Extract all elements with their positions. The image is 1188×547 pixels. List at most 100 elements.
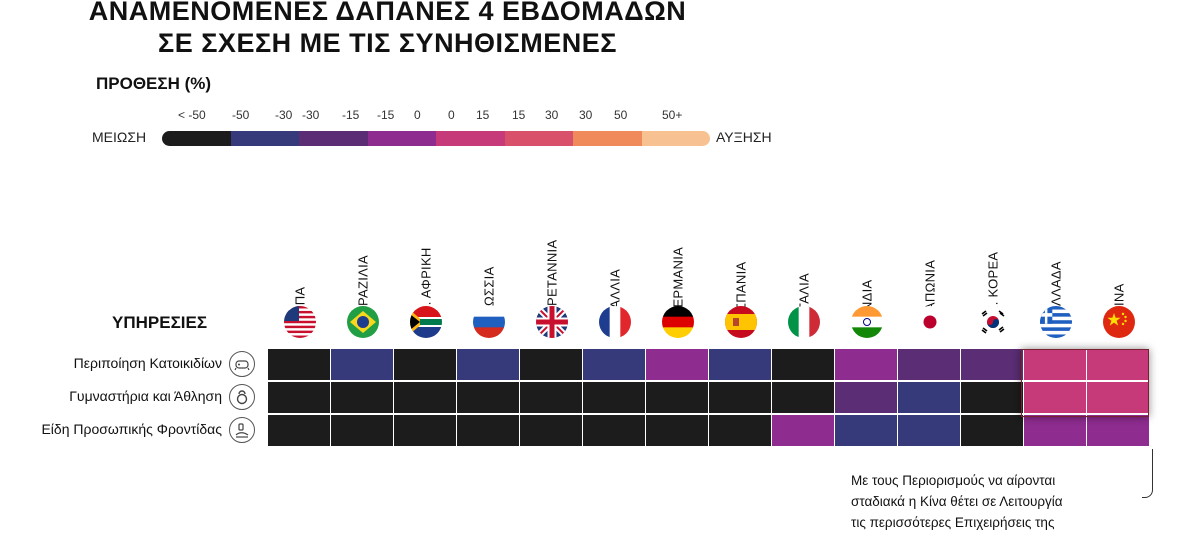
country-header: ΒΡΕΤΑΝΝΙΑ — [520, 205, 583, 315]
legend-swatch — [230, 131, 299, 146]
heatmap-cell — [457, 415, 519, 446]
country-header: ΙΣΠΑΝΙΑ — [709, 205, 772, 315]
heatmap-cell — [268, 415, 330, 446]
heatmap-cell — [709, 382, 771, 413]
heatmap-cell — [394, 349, 456, 380]
heatmap-cell — [961, 382, 1023, 413]
heatmap-cell — [961, 349, 1023, 380]
heatmap-cell — [1087, 349, 1149, 380]
heatmap-cell — [772, 349, 834, 380]
legend-tick-label: 50+ — [662, 108, 683, 122]
flag-it-icon — [787, 306, 820, 338]
heatmap-cell — [646, 415, 708, 446]
heatmap-cell — [1024, 382, 1086, 413]
flag-ru-icon — [472, 306, 505, 338]
heatmap-cell — [961, 415, 1023, 446]
legend-tick-label: 0 — [448, 108, 455, 122]
heatmap-cell — [268, 349, 330, 380]
legend-swatch — [504, 131, 573, 146]
country-header: ΓΕΡΜΑΝΙΑ — [646, 205, 709, 315]
legend-swatch — [436, 131, 505, 146]
chart-title-line-1: ΑΝΑΜΕΝΟΜΕΝΕΣ ΔΑΠΑΝΕΣ 4 ΕΒΔΟΜΑΔΩΝ — [88, 0, 687, 26]
legend-swatch — [641, 131, 710, 146]
legend-swatch — [162, 131, 231, 146]
heatmap-cell — [268, 382, 330, 413]
legend-swatch — [299, 131, 368, 146]
flag-us-icon — [283, 306, 316, 338]
flag-gb-icon — [535, 306, 568, 338]
flag-es-icon — [724, 306, 757, 338]
legend-low-label: ΜΕΙΩΣΗ — [92, 129, 147, 145]
row-label: Γυμναστήρια και Άθληση — [69, 388, 222, 404]
country-header: ΙΑΠΩΝΙΑ — [898, 205, 961, 315]
country-label: ΓΕΡΜΑΝΙΑ — [670, 246, 685, 315]
heatmap-cell — [331, 382, 393, 413]
country-header: ΓΑΛΛΙΑ — [583, 205, 646, 315]
heatmap-cell — [394, 415, 456, 446]
heatmap-cell — [1024, 349, 1086, 380]
legend-title: ΠΡΟΘΕΣΗ (%) — [96, 74, 212, 93]
flag-br-icon — [346, 306, 379, 338]
heatmap-cell — [835, 415, 897, 446]
legend-swatch — [573, 131, 642, 146]
heatmap-cell — [583, 349, 645, 380]
legend-tick-label: -30 — [302, 108, 320, 122]
heatmap-cell — [583, 415, 645, 446]
heatmap-cell — [331, 415, 393, 446]
pet-grooming-icon — [229, 351, 255, 377]
heatmap-cell — [709, 349, 771, 380]
heatmap-cell — [583, 382, 645, 413]
legend-tick-label: 30 — [579, 108, 593, 122]
country-header: ΙΤΑΛΙΑ — [772, 205, 835, 315]
annotation-note-line: τις περισσότερες Επιχειρήσεις της — [851, 515, 1055, 530]
rows-axis-label: ΥΠΗΡΕΣΙΕΣ — [112, 313, 208, 332]
heatmap-cell — [898, 349, 960, 380]
country-header: Ν. ΚΟΡΕΑ — [961, 205, 1024, 315]
flag-jp-icon — [913, 306, 946, 338]
heatmap-cell — [520, 349, 582, 380]
personal-care-icon — [229, 417, 255, 443]
heatmap-cell — [331, 349, 393, 380]
legend-high-label: ΑΥΞΗΣΗ — [716, 129, 772, 145]
heatmap-cell — [1024, 415, 1086, 446]
heatmap-cell — [394, 382, 456, 413]
country-header: ΒΡΑΖΙΛΙΑ — [331, 205, 394, 315]
heatmap-cell — [898, 415, 960, 446]
legend-tick-label: 15 — [512, 108, 526, 122]
flag-cn-icon — [1102, 306, 1135, 338]
flag-za-icon — [409, 306, 442, 338]
annotation-bracket — [1142, 449, 1153, 498]
country-header: ΙΝΔΙΑ — [835, 205, 898, 315]
annotation-note-line: σταδιακά η Κίνα θέτει σε Λειτουργία — [851, 494, 1063, 509]
annotation-note: Με τους Περιορισμούς να αίρονται σταδιακ… — [851, 470, 1141, 533]
flag-de-icon — [661, 306, 694, 338]
heatmap-cell — [520, 415, 582, 446]
heatmap-cell — [646, 382, 708, 413]
heatmap-cell — [1087, 382, 1149, 413]
legend-tick-label: 30 — [545, 108, 559, 122]
heatmap-cell — [835, 382, 897, 413]
legend-tick-label: < -50 — [178, 108, 206, 122]
heatmap-cell — [457, 349, 519, 380]
chart-title-line-2: ΣΕ ΣΧΕΣΗ ΜΕ ΤΙΣ ΣΥΝΗΘΙΣΜΕΝΕΣ — [158, 28, 617, 58]
legend-color-scale — [162, 131, 710, 146]
heatmap-cell — [646, 349, 708, 380]
row-label: Περιποίηση Κατοικιδίων — [73, 355, 222, 371]
legend-swatch — [367, 131, 436, 146]
country-header: ΚΙΝΑ — [1087, 205, 1150, 315]
country-header: Ν. ΑΦΡΙΚΗ — [394, 205, 457, 315]
heatmap-cell — [772, 382, 834, 413]
flag-kr-icon — [976, 306, 1009, 338]
legend-tick-label: -30 — [275, 108, 293, 122]
heatmap-cell — [1087, 415, 1149, 446]
row-label: Είδη Προσωπικής Φροντίδας — [41, 421, 222, 437]
annotation-note-line: Με τους Περιορισμούς να αίρονται — [851, 473, 1056, 488]
country-label: ΒΡΕΤΑΝΝΙΑ — [544, 239, 559, 315]
flag-fr-icon — [598, 306, 631, 338]
country-header: ΡΩΣΣΙΑ — [457, 205, 520, 315]
heatmap-cell — [898, 382, 960, 413]
flag-gr-icon — [1039, 306, 1072, 338]
legend-tick-label: 0 — [414, 108, 421, 122]
country-label: Ν. ΑΦΡΙΚΗ — [418, 247, 433, 315]
kettlebell-icon — [229, 384, 255, 410]
